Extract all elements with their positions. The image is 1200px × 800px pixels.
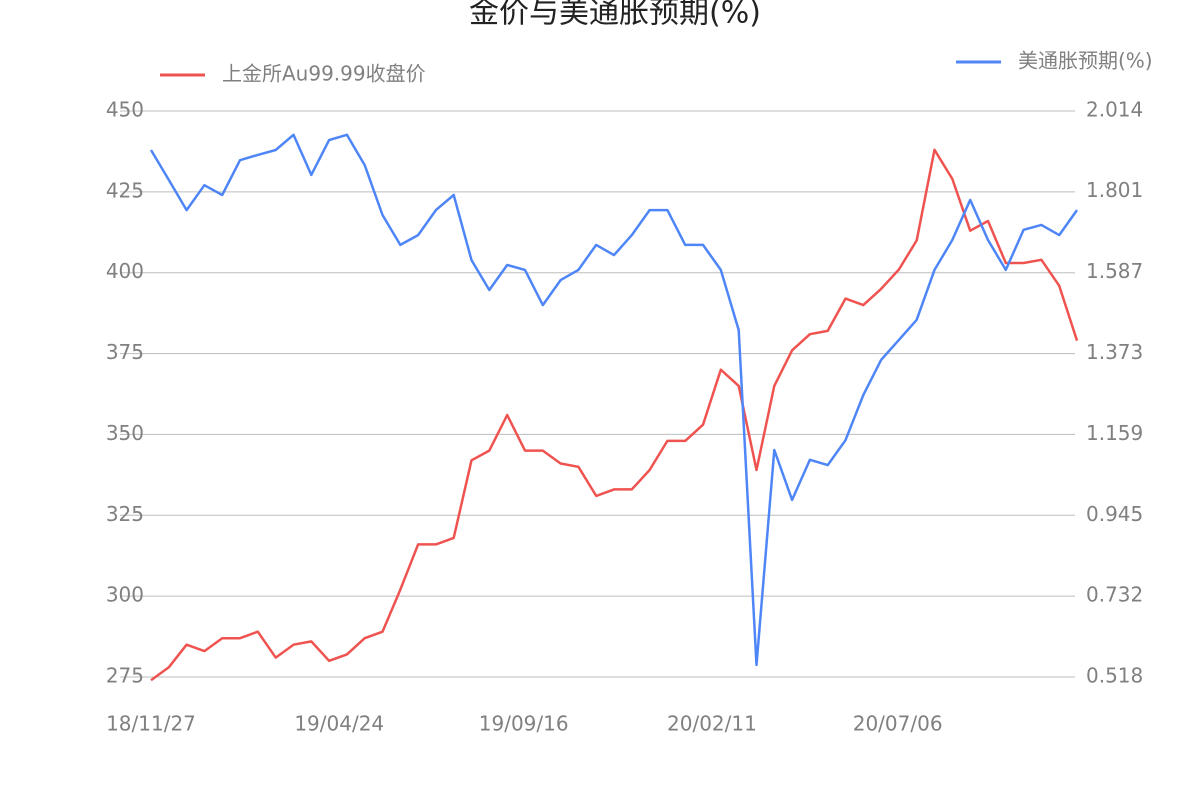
y2-tick-label: 1.587	[1086, 259, 1143, 283]
y2-tick-label: 0.945	[1086, 502, 1143, 526]
series-line	[150, 148, 1079, 682]
y-tick-label: 325	[106, 502, 144, 526]
x-tick-label: 19/04/24	[294, 712, 384, 736]
y2-tick-label: 1.801	[1086, 178, 1143, 202]
y-tick-label: 300	[106, 583, 144, 607]
y2-tick-label: 1.159	[1086, 421, 1143, 445]
y-tick-label: 350	[106, 421, 144, 445]
y-tick-label: 375	[106, 340, 144, 364]
y2-tick-label: 0.518	[1086, 664, 1143, 688]
chart-title: 金价与美通胀预期(%)	[469, 0, 761, 31]
y2-tick-label: 0.732	[1086, 583, 1143, 607]
y-tick-label: 425	[106, 178, 144, 202]
y2-tick-label: 2.014	[1086, 98, 1143, 122]
legend-label: 美通胀预期(%)	[1018, 49, 1153, 73]
legend-label: 上金所Au99.99收盘价	[222, 62, 426, 86]
x-tick-label: 20/07/06	[853, 712, 943, 736]
y2-tick-label: 1.373	[1086, 340, 1143, 364]
series-line	[149, 133, 1079, 667]
y-tick-label: 450	[106, 98, 144, 122]
x-tick-label: 19/09/16	[479, 712, 569, 736]
x-tick-label: 20/02/11	[667, 712, 757, 736]
x-tick-label: 18/11/27	[106, 712, 196, 736]
y-tick-label: 275	[106, 664, 144, 688]
y-tick-label: 400	[106, 259, 144, 283]
